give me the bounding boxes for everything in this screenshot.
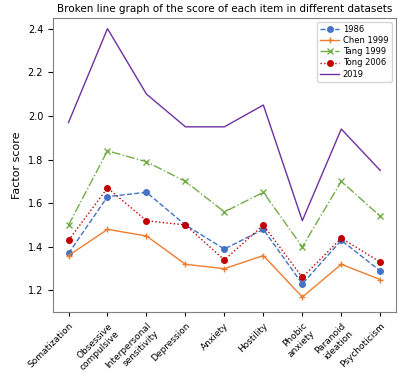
Line: Tong 2006: Tong 2006 [66,185,383,280]
2019 [378,168,383,173]
Tang 1999 [222,210,227,214]
Tong 2006 [378,260,383,264]
Chen 1999 [339,262,344,267]
2019 [105,26,110,31]
Chen 1999 [183,262,188,267]
Line: Tang 1999: Tang 1999 [65,147,384,250]
2019 [300,219,305,223]
Chen 1999 [378,277,383,282]
Line: 2019: 2019 [68,29,380,221]
Tong 2006 [105,186,110,190]
2019 [261,103,266,107]
Tang 1999 [144,159,149,164]
Tang 1999 [378,214,383,219]
Tang 1999 [339,179,344,184]
Chen 1999 [105,227,110,231]
Tang 1999 [66,223,71,227]
1986 [144,190,149,194]
Tong 2006 [300,275,305,280]
Title: Broken line graph of the score of each item in different datasets: Broken line graph of the score of each i… [57,4,392,14]
Line: 1986: 1986 [66,189,383,287]
1986 [183,223,188,227]
Legend: 1986, Chen 1999, Tang 1999, Tong 2006, 2019: 1986, Chen 1999, Tang 1999, Tong 2006, 2… [317,22,392,82]
Tong 2006 [144,219,149,223]
2019 [339,127,344,131]
Tang 1999 [261,190,266,194]
Tong 2006 [261,223,266,227]
1986 [105,194,110,199]
2019 [66,120,71,125]
1986 [339,238,344,243]
Tong 2006 [339,236,344,240]
1986 [300,282,305,286]
1986 [378,269,383,273]
1986 [222,247,227,251]
Tong 2006 [222,257,227,262]
1986 [66,251,71,256]
1986 [261,227,266,231]
Tang 1999 [105,149,110,153]
Tong 2006 [66,238,71,243]
Chen 1999 [66,253,71,258]
Chen 1999 [300,295,305,299]
Tang 1999 [183,179,188,184]
Y-axis label: Factor score: Factor score [12,131,22,199]
2019 [183,125,188,129]
Line: Chen 1999: Chen 1999 [65,226,384,301]
Chen 1999 [144,234,149,238]
2019 [144,92,149,96]
Tong 2006 [183,223,188,227]
Chen 1999 [261,253,266,258]
Chen 1999 [222,266,227,271]
2019 [222,125,227,129]
Tang 1999 [300,244,305,249]
